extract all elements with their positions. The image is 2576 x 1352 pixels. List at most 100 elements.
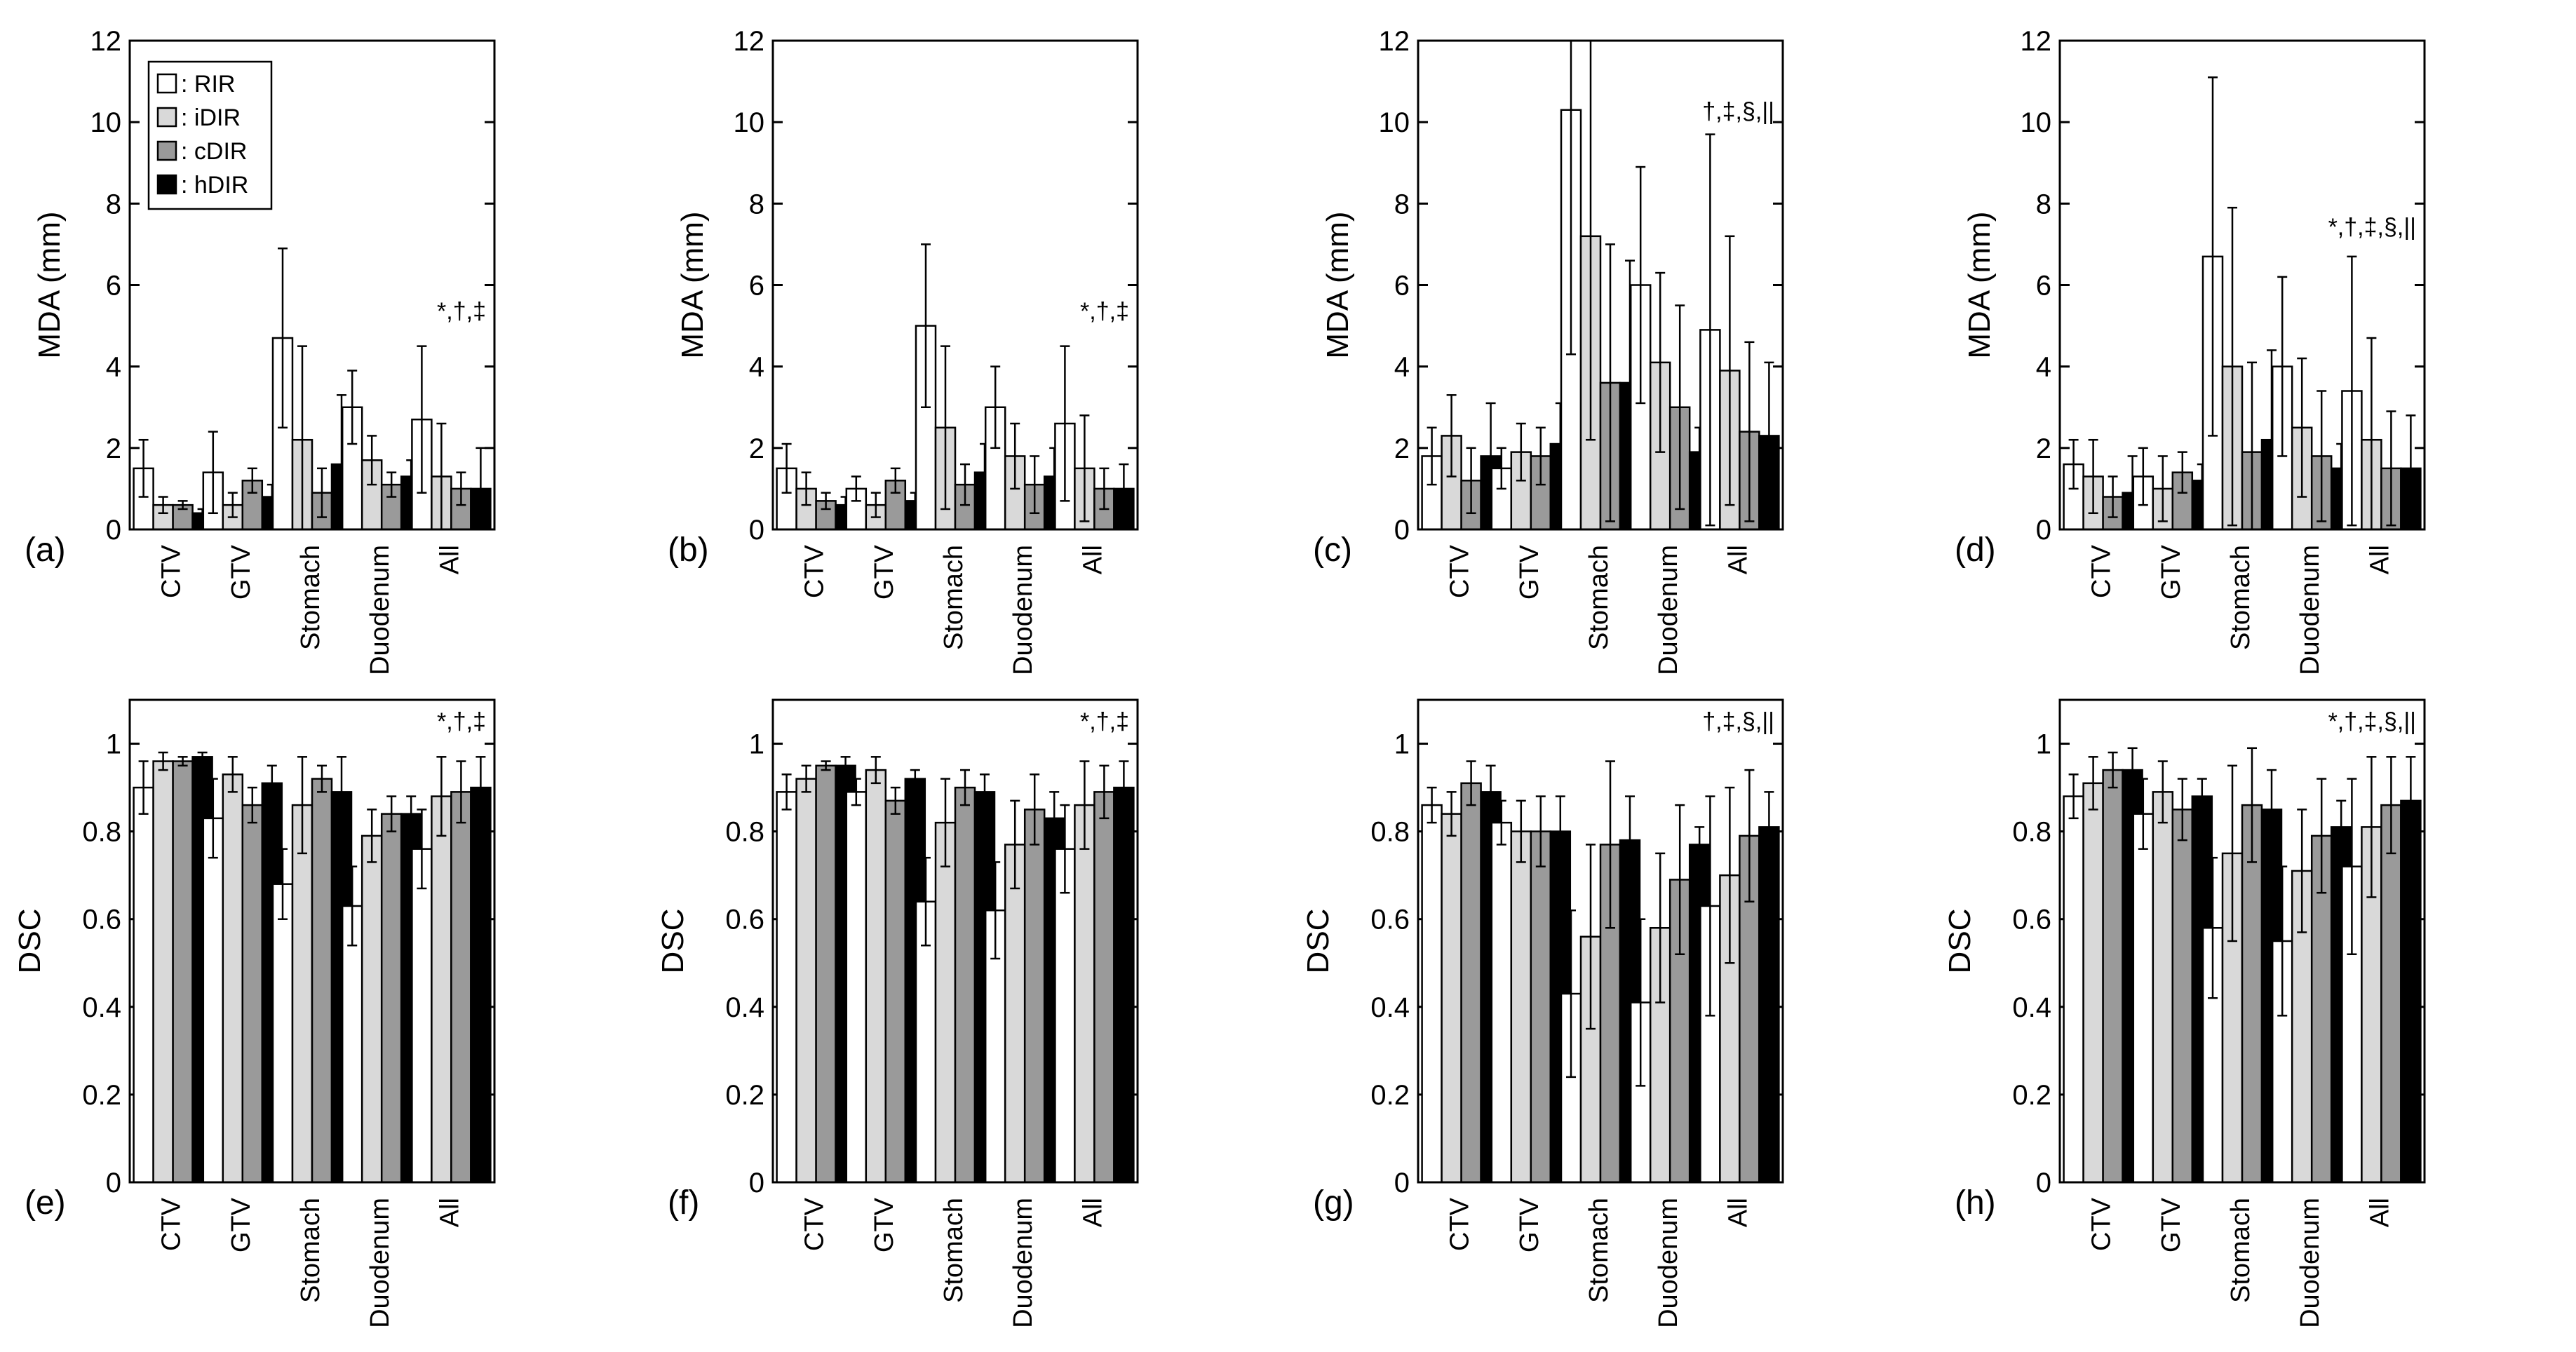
significance-marker: †,‡,§,||: [1702, 708, 1774, 735]
significance-marker: *,†,‡,§,||: [2328, 708, 2416, 735]
chart-panel-h: 0 0.2 0.4 0.6 0.8 1 DSC CTV GTV Stomach Duodenum Al…: [1943, 698, 2426, 1328]
legend-swatch-hdir: [156, 174, 177, 195]
panel-label: (a): [25, 532, 66, 569]
y-tick-label: 4: [749, 352, 764, 383]
x-tick-label: GTV: [2157, 1197, 2186, 1252]
y-tick-label: 10: [90, 107, 122, 138]
x-tick-label: All: [435, 545, 464, 574]
bar-idir-duodenum: [1004, 844, 1026, 1184]
bar-rir-gtv: [2132, 813, 2154, 1184]
bar-idir-duodenum: [360, 834, 383, 1184]
plot-frame: [2058, 698, 2426, 1184]
y-axis-label: MDA (mm): [32, 211, 67, 358]
legend-label: : RIR: [181, 71, 235, 97]
y-tick-label: 4: [2036, 352, 2051, 383]
bar-idir-all: [431, 795, 452, 1184]
y-tick-label: 6: [749, 271, 764, 302]
y-tick-label: 0.8: [2012, 817, 2051, 848]
y-axis-label: DSC: [656, 909, 690, 974]
y-tick-label: 0: [106, 515, 121, 546]
chart-panel-c: 0 2 4 6 8 10 12 MDA (mm) CTV GTV Stomach Duodenum Al…: [1313, 26, 1784, 675]
x-tick-label: All: [2365, 545, 2394, 574]
y-tick-label: 10: [2021, 107, 2052, 138]
x-tick-label: Duodenum: [1654, 545, 1683, 675]
y-tick-label: 2: [2036, 433, 2051, 464]
plot-frame: [128, 698, 496, 1184]
legend-label: : cDIR: [181, 138, 247, 165]
y-tick-label: 4: [106, 352, 121, 383]
y-axis-label: DSC: [13, 909, 47, 974]
bar-cdir-stomach: [954, 786, 976, 1184]
significance-marker: *,†,‡,§,||: [2328, 214, 2416, 241]
x-tick-label: Stomach: [939, 545, 969, 650]
x-tick-label: Duodenum: [365, 545, 395, 675]
x-tick-label: GTV: [870, 544, 899, 600]
y-tick-label: 0.2: [82, 1080, 121, 1111]
x-tick-label: CTV: [157, 544, 187, 598]
plot-frame: [128, 39, 496, 531]
bar-cdir-duodenum: [1023, 809, 1046, 1184]
x-tick-label: All: [1078, 545, 1107, 574]
y-tick-label: 8: [106, 189, 121, 219]
bar-cdir-all: [2380, 804, 2402, 1184]
plot-frame: [1417, 39, 1784, 531]
chart-panel-a: 0 2 4 6 8 10 12 MDA (mm) CTV GTV Stomach Duodenum Al…: [25, 26, 496, 675]
x-tick-label: All: [2365, 1198, 2394, 1227]
y-tick-label: 0.6: [725, 905, 764, 935]
x-tick-label: Stomach: [1584, 545, 1614, 650]
chart-panel-d: 0 2 4 6 8 10 12 MDA (mm) CTV GTV Stomach Duodenum Al…: [1955, 26, 2426, 675]
y-tick-label: 0.2: [1370, 1080, 1410, 1111]
bar-cdir-all: [1093, 791, 1115, 1184]
y-tick-label: 2: [106, 433, 121, 464]
bar-idir-ctv: [152, 760, 174, 1184]
x-tick-label: CTV: [2087, 1197, 2117, 1251]
bar-hdir-all: [470, 786, 492, 1184]
bar-idir-ctv: [1441, 813, 1462, 1184]
bar-hdir-all: [1113, 786, 1135, 1184]
bar-rir-all: [1054, 848, 1076, 1184]
x-tick-label: Stomach: [1584, 1198, 1614, 1303]
bar-cdir-ctv: [815, 764, 837, 1184]
y-tick-label: 8: [1394, 189, 1410, 219]
y-axis-label: MDA (mm): [1321, 211, 1355, 358]
bar-rir-stomach: [271, 883, 294, 1184]
x-tick-label: GTV: [1515, 544, 1544, 600]
significance-marker: *,†,‡: [1080, 298, 1129, 325]
bar-hdir-all: [1758, 826, 1780, 1184]
y-tick-label: 12: [734, 26, 765, 57]
x-tick-label: Stomach: [296, 1198, 325, 1303]
y-tick-label: 1: [749, 729, 764, 760]
y-tick-label: 8: [749, 189, 764, 219]
x-tick-label: GTV: [870, 1197, 899, 1252]
x-tick-label: Duodenum: [1654, 1198, 1683, 1328]
x-tick-label: GTV: [227, 544, 256, 600]
panel-label: (d): [1955, 532, 1996, 569]
y-tick-label: 6: [1394, 271, 1410, 302]
bar-idir-gtv: [865, 769, 887, 1184]
bar-idir-all: [1074, 804, 1095, 1184]
bar-rir-all: [411, 848, 433, 1184]
x-tick-label: CTV: [800, 544, 830, 598]
significance-marker: †,‡,§,||: [1702, 98, 1774, 125]
y-tick-label: 0.8: [82, 817, 121, 848]
y-axis-label: DSC: [1943, 909, 1977, 974]
y-axis-label: MDA (mm): [1962, 211, 1997, 358]
x-tick-label: Stomach: [296, 545, 325, 650]
panel-label: (e): [25, 1184, 66, 1222]
y-tick-label: 1: [106, 729, 121, 760]
x-tick-label: CTV: [1445, 1197, 1475, 1251]
y-tick-label: 4: [1394, 352, 1410, 383]
y-tick-label: 12: [1379, 26, 1410, 57]
panel-label: (h): [1955, 1184, 1996, 1222]
legend: : RIR: iDIR: cDIR: hDIR: [147, 60, 273, 210]
bar-cdir-ctv: [172, 760, 194, 1184]
bar-cdir-ctv: [2102, 769, 2124, 1184]
x-tick-label: CTV: [800, 1197, 830, 1251]
bar-cdir-gtv: [884, 799, 907, 1184]
significance-marker: *,†,‡: [1080, 708, 1129, 735]
y-tick-label: 0: [2036, 1168, 2051, 1198]
x-tick-label: All: [1723, 545, 1753, 574]
bar-cdir-gtv: [241, 804, 264, 1184]
y-axis-label: MDA (mm): [675, 211, 710, 358]
